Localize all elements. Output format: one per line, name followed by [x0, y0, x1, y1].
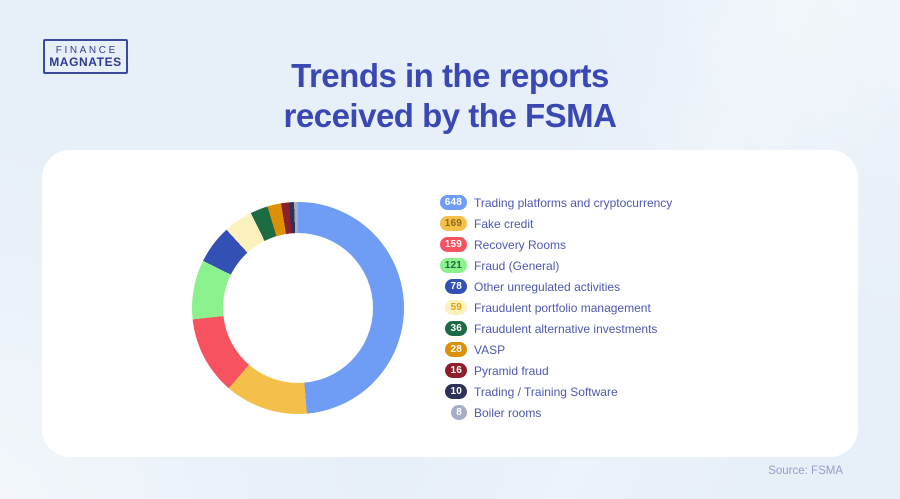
source-note: Source: FSMA — [768, 465, 843, 477]
legend-count-badge: 36 — [445, 321, 467, 336]
legend-count-badge: 10 — [445, 384, 467, 399]
legend-count-badge: 8 — [451, 405, 467, 420]
legend-item: 8 Boiler rooms — [437, 402, 672, 423]
legend-label: Fraudulent alternative investments — [474, 321, 658, 336]
legend: 648 Trading platforms and cryptocurrency… — [437, 192, 672, 423]
legend-badge-column: 169 — [437, 216, 467, 231]
legend-label: Boiler rooms — [474, 405, 542, 420]
legend-count-badge: 648 — [439, 195, 467, 210]
legend-badge-column: 10 — [437, 384, 467, 399]
legend-badge-column: 159 — [437, 237, 467, 252]
legend-label: VASP — [474, 342, 506, 357]
donut-hole — [223, 233, 373, 383]
legend-item: 28 VASP — [437, 339, 672, 360]
legend-item: 169 Fake credit — [437, 213, 672, 234]
legend-label: Recovery Rooms — [474, 237, 567, 252]
legend-item: 121 Fraud (General) — [437, 255, 672, 276]
legend-label: Pyramid fraud — [474, 363, 549, 378]
legend-item: 36 Fraudulent alternative investments — [437, 318, 672, 339]
legend-item: 159 Recovery Rooms — [437, 234, 672, 255]
finance-magnates-logo: FINANCE MAGNATES — [43, 39, 128, 74]
legend-label: Trading / Training Software — [474, 384, 618, 399]
legend-count-badge: 59 — [445, 300, 467, 315]
legend-count-badge: 169 — [439, 216, 467, 231]
legend-count-badge: 159 — [439, 237, 467, 252]
legend-badge-column: 78 — [437, 279, 467, 294]
page-title: Trends in the reports received by the FS… — [0, 56, 900, 136]
page-title-line2: received by the FSMA — [283, 97, 617, 134]
donut-chart — [192, 202, 404, 414]
legend-label: Fake credit — [474, 216, 534, 231]
legend-item: 10 Trading / Training Software — [437, 381, 672, 402]
legend-badge-column: 59 — [437, 300, 467, 315]
legend-badge-column: 121 — [437, 258, 467, 273]
legend-label: Fraudulent portfolio management — [474, 300, 651, 315]
legend-badge-column: 8 — [437, 405, 467, 420]
chart-card: 648 Trading platforms and cryptocurrency… — [42, 150, 858, 457]
logo-text-finance: FINANCE — [55, 44, 118, 56]
legend-count-badge: 16 — [445, 363, 467, 378]
legend-item: 16 Pyramid fraud — [437, 360, 672, 381]
logo-text-magnates: MAGNATES — [49, 54, 122, 69]
legend-count-badge: 28 — [445, 342, 467, 357]
legend-badge-column: 648 — [437, 195, 467, 210]
legend-label: Trading platforms and cryptocurrency — [474, 195, 673, 210]
legend-badge-column: 16 — [437, 363, 467, 378]
legend-count-badge: 78 — [445, 279, 467, 294]
legend-badge-column: 36 — [437, 321, 467, 336]
legend-item: 78 Other unregulated activities — [437, 276, 672, 297]
legend-label: Other unregulated activities — [474, 279, 621, 294]
legend-label: Fraud (General) — [474, 258, 560, 273]
legend-count-badge: 121 — [439, 258, 467, 273]
legend-item: 59 Fraudulent portfolio management — [437, 297, 672, 318]
page-title-line1: Trends in the reports — [291, 57, 609, 94]
legend-item: 648 Trading platforms and cryptocurrency — [437, 192, 672, 213]
legend-badge-column: 28 — [437, 342, 467, 357]
